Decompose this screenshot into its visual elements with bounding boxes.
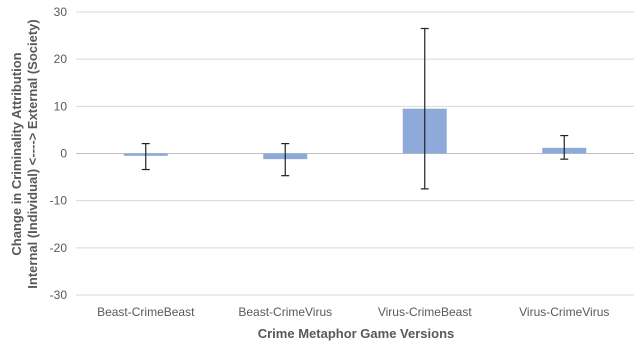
x-tick-label: Virus-CrimeBeast — [378, 305, 472, 319]
error-bar — [420, 27, 429, 190]
error-bar — [281, 142, 290, 177]
y-axis-title-line-2: Internal (Individual) <----> External (S… — [25, 19, 40, 288]
y-tick-label: 30 — [54, 5, 68, 19]
x-tick-label: Beast-CrimeVirus — [238, 305, 332, 319]
x-tick-label: Virus-CrimeVirus — [519, 305, 609, 319]
error-bar — [141, 142, 150, 171]
y-tick-label: -30 — [50, 288, 68, 302]
y-tick-label: 20 — [54, 52, 68, 66]
y-tick-label: -20 — [50, 241, 68, 255]
y-tick-label: 0 — [60, 147, 67, 161]
y-axis-title-line-1: Change in Criminality Attribution — [9, 52, 24, 255]
x-axis-title: Crime Metaphor Game Versions — [258, 326, 455, 341]
error-bars — [141, 27, 569, 190]
y-tick-label: 10 — [54, 99, 68, 113]
x-tick-label: Beast-CrimeBeast — [97, 305, 195, 319]
error-bar — [560, 134, 569, 160]
y-tick-labels: 30 20 10 0 -10 -20 -30 — [50, 5, 68, 302]
y-tick-label: -10 — [50, 194, 68, 208]
gridlines — [76, 11, 634, 296]
bars — [123, 108, 587, 160]
x-tick-labels: Beast-CrimeBeast Beast-CrimeVirus Virus-Cr… — [97, 305, 609, 319]
